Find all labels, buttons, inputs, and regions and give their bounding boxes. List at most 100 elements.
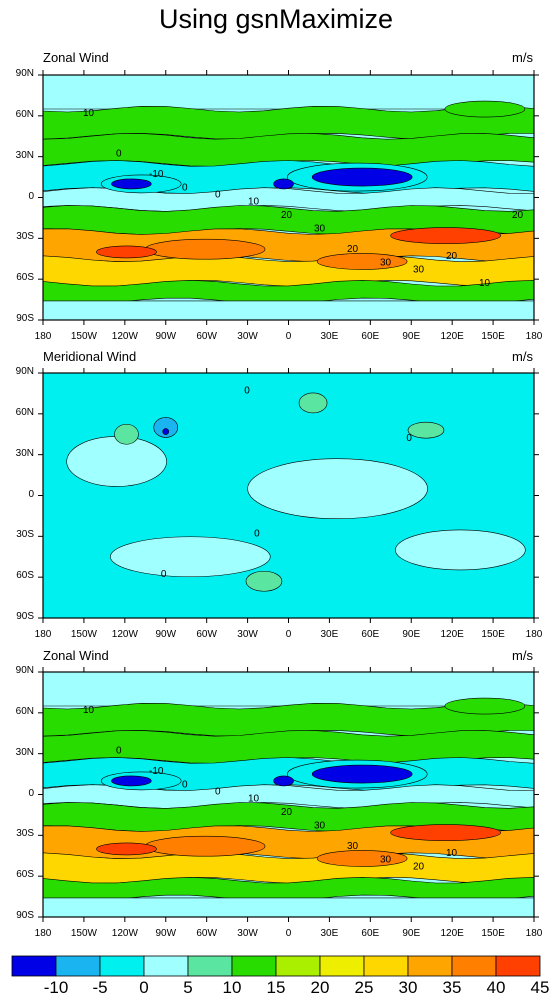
lon-label: 120E bbox=[440, 928, 464, 939]
lon-label: 90E bbox=[402, 928, 421, 939]
lat-label: 60N bbox=[15, 406, 34, 418]
lon-label: 180 bbox=[525, 928, 543, 939]
lat-label: 60S bbox=[16, 869, 34, 881]
lon-label: 0 bbox=[285, 629, 292, 640]
contour-label: 0 bbox=[215, 787, 221, 798]
lon-label: 180 bbox=[525, 331, 543, 342]
lat-label: 90N bbox=[15, 366, 34, 377]
westerly-max-pacific bbox=[144, 238, 266, 260]
lat-label: 90S bbox=[16, 313, 34, 324]
contour-label: 20 bbox=[347, 244, 359, 255]
lon-label: 60E bbox=[361, 928, 380, 939]
lat-label: 30S bbox=[16, 231, 34, 243]
labelbar-box bbox=[11, 955, 57, 977]
lon-label: 150W bbox=[70, 928, 97, 939]
lat-label: 30S bbox=[16, 529, 34, 541]
contour-label: 0 bbox=[116, 746, 122, 757]
lon-label: 30W bbox=[237, 331, 258, 342]
lon-label: 120W bbox=[111, 629, 138, 640]
lon-label: 120W bbox=[111, 928, 138, 939]
figure-title: Using gsnMaximize bbox=[158, 4, 394, 34]
lon-label: 60E bbox=[361, 331, 380, 342]
lat-label: 60S bbox=[16, 570, 34, 582]
negative-peak bbox=[162, 428, 170, 435]
panel1-units: m/s bbox=[512, 50, 533, 65]
lon-label: 0 bbox=[285, 928, 292, 939]
contour-label: 0 bbox=[254, 528, 260, 539]
westerly-core-west bbox=[96, 245, 157, 259]
lat-label: 90S bbox=[16, 910, 34, 921]
lat-label: 60N bbox=[15, 705, 34, 717]
labelbar-box bbox=[187, 955, 233, 977]
contour-label: 20 bbox=[413, 861, 425, 872]
westerly-core-west bbox=[96, 842, 157, 856]
contour-label: 30 bbox=[380, 855, 392, 866]
lat-label: 90N bbox=[15, 68, 34, 79]
westerly-max-pacific bbox=[144, 835, 266, 857]
westerly-core-indian bbox=[316, 850, 408, 867]
contour-label: 0 bbox=[406, 433, 412, 444]
labelbar-box bbox=[99, 955, 145, 977]
contour-label: 20 bbox=[281, 807, 293, 818]
lat-label: 90N bbox=[15, 665, 34, 676]
contour-label: 0 bbox=[116, 149, 122, 160]
positive-region bbox=[66, 436, 167, 487]
contour-label: 0 bbox=[215, 190, 221, 201]
positive-core bbox=[114, 423, 139, 445]
labelbar-label: 45 bbox=[530, 978, 550, 997]
contour-label: 10 bbox=[248, 793, 260, 804]
panel2-title: Meridional Wind bbox=[43, 349, 137, 364]
contour-label: 0 bbox=[182, 780, 188, 791]
lon-label: 60W bbox=[196, 928, 217, 939]
contour-label: 20 bbox=[281, 210, 293, 221]
lon-label: 0 bbox=[285, 331, 292, 342]
positive-region bbox=[395, 529, 526, 571]
westerly-core-aus bbox=[390, 824, 501, 841]
contour-label: 0 bbox=[244, 385, 250, 396]
lon-label: 60W bbox=[196, 331, 217, 342]
westerly-core-aus bbox=[390, 227, 501, 244]
lon-label: 90W bbox=[155, 629, 177, 640]
meridional-panel-1: 0 0 0 0 bbox=[43, 373, 534, 618]
contour-label: 10 bbox=[479, 278, 491, 289]
lat-label: 60S bbox=[16, 272, 34, 284]
positive-region bbox=[110, 536, 271, 578]
lon-label: 150W bbox=[70, 629, 97, 640]
labelbar-box bbox=[495, 955, 541, 977]
labelbar-label: 35 bbox=[442, 978, 462, 997]
westerly-core-indian bbox=[316, 253, 408, 270]
panel2-units: m/s bbox=[512, 349, 533, 364]
contour-label: 10 bbox=[446, 848, 458, 859]
labelbar-label: 40 bbox=[486, 978, 506, 997]
contour-label: 20 bbox=[446, 251, 458, 262]
labelbar-label: 25 bbox=[354, 978, 374, 997]
contour-label: 0 bbox=[161, 569, 167, 580]
contour-label: 30 bbox=[314, 821, 326, 832]
panel3-title: Zonal Wind bbox=[43, 648, 109, 663]
lon-label: 120E bbox=[440, 629, 464, 640]
labelbar-label: 30 bbox=[398, 978, 418, 997]
labelbar-box bbox=[231, 955, 277, 977]
labelbar-box bbox=[407, 955, 453, 977]
contour-label: 30 bbox=[380, 258, 392, 269]
easterly-atlantic-core bbox=[273, 178, 294, 190]
lon-label: 90W bbox=[155, 928, 177, 939]
positive-core bbox=[298, 392, 328, 414]
easterly-core bbox=[311, 764, 413, 784]
lon-label: 150E bbox=[481, 629, 505, 640]
lat-label: 30N bbox=[15, 447, 34, 459]
contour-label: 10 bbox=[83, 108, 95, 119]
negative-core bbox=[153, 417, 179, 438]
labelbar-box bbox=[451, 955, 497, 977]
lon-label: 90E bbox=[402, 629, 421, 640]
lon-label: 150W bbox=[70, 331, 97, 342]
lat-label: 30S bbox=[16, 828, 34, 840]
lon-label: 180 bbox=[34, 629, 52, 640]
panel1-title: Zonal Wind bbox=[43, 50, 109, 65]
lon-label: 60E bbox=[361, 629, 380, 640]
polar-jet bbox=[444, 100, 526, 118]
zonal-panel-0: 10 0 -10 0 0 10 20 30 20 30 30 20 10 20 bbox=[42, 74, 535, 321]
labelbar-box bbox=[319, 955, 365, 977]
lon-label: 90W bbox=[155, 331, 177, 342]
positive-core bbox=[407, 421, 445, 439]
